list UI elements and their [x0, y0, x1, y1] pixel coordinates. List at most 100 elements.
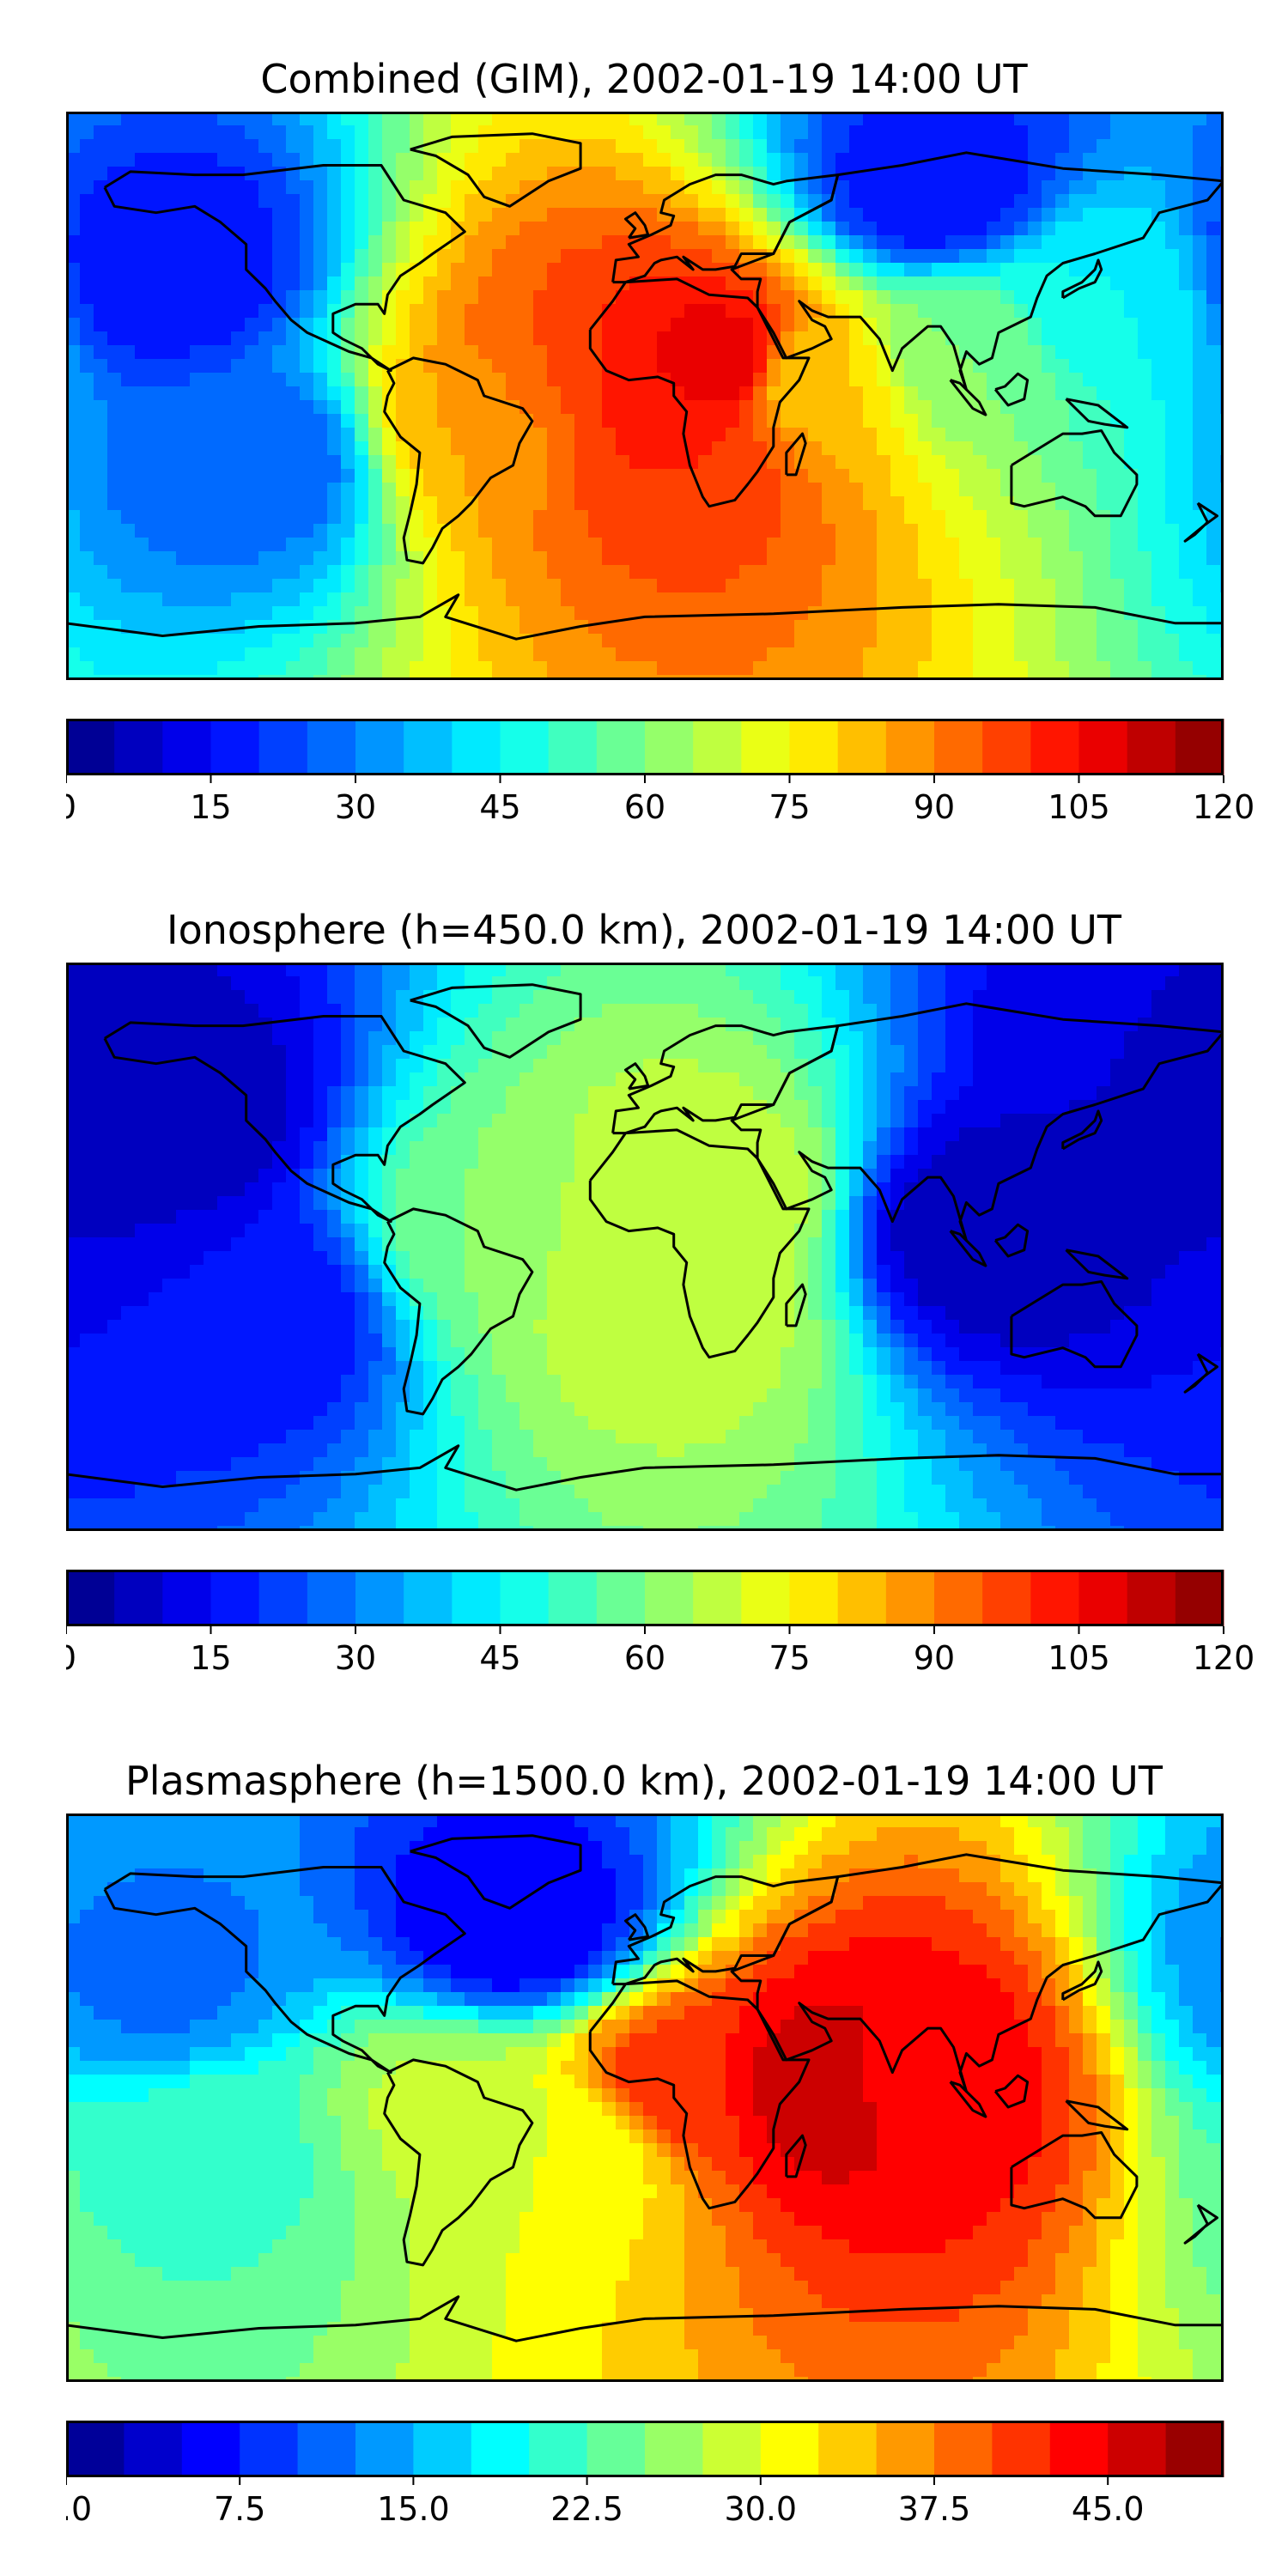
colorbar-level-23	[1175, 1570, 1224, 1626]
colorbar-level-14	[741, 1570, 790, 1626]
colorbar-level-0	[66, 2421, 125, 2477]
colorbar-tick-label-6: 90	[914, 1639, 955, 1677]
colorbar-tick-label-0: 0	[66, 788, 76, 826]
heatmap-plasmasphere	[66, 1814, 1224, 2382]
colorbar-level-14	[876, 2421, 935, 2477]
colorbar-level-21	[1078, 719, 1128, 775]
colorbar-level-5	[355, 2421, 414, 2477]
colorbar-level-7	[404, 1570, 453, 1626]
colorbar-tick-label-0: 0	[66, 1639, 76, 1677]
colorbar-svg-ionosphere: 0 15 30 45 60 75 90 105 120	[66, 1570, 1255, 1677]
heatmap-cells	[66, 963, 1224, 1531]
coastlines	[66, 1834, 1224, 2342]
colorbar-tick-label-4: 60	[624, 1639, 665, 1677]
colorbar-level-15	[934, 2421, 993, 2477]
heatmap-ionosphere	[66, 963, 1224, 1531]
colorbar-level-6	[413, 2421, 472, 2477]
colorbar-combined: 0 15 30 45 60 75 90 105 120	[66, 719, 1268, 839]
colorbar-level-17	[885, 719, 935, 775]
colorbar-frame	[66, 1570, 1224, 1626]
colorbar-tick-label-5: 75	[769, 788, 810, 826]
colorbar-level-7	[471, 2421, 530, 2477]
colorbar-tick-label-0: 0.0	[66, 2490, 92, 2528]
colorbar-level-11	[596, 1570, 646, 1626]
colorbar-level-2	[162, 719, 211, 775]
colorbar-level-15	[789, 719, 839, 775]
colorbar-tick-label-1: 15	[190, 1639, 231, 1677]
colorbar-level-3	[210, 719, 260, 775]
colorbar-tick-label-1: 15	[190, 788, 231, 826]
colorbar-level-19	[982, 719, 1031, 775]
map-combined	[66, 112, 1224, 680]
colorbar-level-11	[596, 719, 646, 775]
colorbar-level-16	[992, 2421, 1051, 2477]
chart-title-plasmasphere: Plasmasphere (h=1500.0 km), 2002-01-19 1…	[125, 1758, 1163, 1804]
colorbar-tick-label-3: 45	[479, 788, 520, 826]
heatmap-combined	[66, 112, 1224, 680]
colorbar-svg-plasmasphere: 0.0 7.5 15.0 22.5 30.0 37.5 45.0	[66, 2421, 1224, 2528]
colorbar-tick-label-6: 90	[914, 788, 955, 826]
colorbar-level-11	[702, 2421, 762, 2477]
colorbar-level-4	[258, 1570, 308, 1626]
chart-title-ionosphere: Ionosphere (h=450.0 km), 2002-01-19 14:0…	[167, 907, 1121, 953]
colorbar-level-17	[1049, 2421, 1109, 2477]
colorbar-level-12	[760, 2421, 819, 2477]
colorbar-level-17	[885, 1570, 935, 1626]
colorbar-svg-combined: 0 15 30 45 60 75 90 105 120	[66, 719, 1255, 826]
colorbar-level-6	[355, 1570, 404, 1626]
colorbar-level-7	[404, 719, 453, 775]
colorbar-level-8	[452, 719, 501, 775]
colorbar-level-1	[114, 719, 163, 775]
colorbar-tick-label-3: 22.5	[550, 2490, 623, 2528]
colorbar-level-3	[240, 2421, 299, 2477]
colorbar-tick-label-4: 30.0	[724, 2490, 797, 2528]
colorbar-level-9	[586, 2421, 646, 2477]
colorbar-tick-label-5: 75	[769, 1639, 810, 1677]
colorbar-level-5	[307, 719, 356, 775]
colorbar-level-18	[934, 1570, 983, 1626]
colorbar-level-13	[818, 2421, 878, 2477]
colorbar-level-13	[693, 1570, 742, 1626]
colorbar-level-16	[837, 1570, 887, 1626]
colorbar-level-1	[114, 1570, 163, 1626]
colorbar-level-6	[355, 719, 404, 775]
colorbar-level-12	[645, 719, 694, 775]
colorbar-level-4	[297, 2421, 356, 2477]
colorbar-ionosphere: 0 15 30 45 60 75 90 105 120	[66, 1570, 1268, 1690]
colorbar-level-10	[548, 1570, 598, 1626]
colorbar-level-15	[789, 1570, 839, 1626]
colorbar-level-4	[258, 719, 308, 775]
colorbar-tick-label-1: 7.5	[214, 2490, 265, 2528]
colorbar-level-18	[1108, 2421, 1167, 2477]
heatmap-cells	[66, 112, 1224, 680]
colorbar-plasmasphere: 0.0 7.5 15.0 22.5 30.0 37.5 45.0	[66, 2421, 1268, 2541]
colorbar-level-16	[837, 719, 887, 775]
colorbar-level-19	[1165, 2421, 1224, 2477]
colorbar-level-2	[162, 1570, 211, 1626]
colorbar-tick-label-5: 37.5	[898, 2490, 971, 2528]
colorbar-level-23	[1175, 719, 1224, 775]
colorbar-tick-label-8: 120	[1193, 1639, 1255, 1677]
colorbar-level-13	[693, 719, 742, 775]
colorbar-level-8	[452, 1570, 501, 1626]
chart-title-combined: Combined (GIM), 2002-01-19 14:00 UT	[260, 56, 1028, 102]
colorbar-level-22	[1127, 1570, 1176, 1626]
colorbar-tick-label-3: 45	[479, 1639, 520, 1677]
colorbar-tick-label-2: 30	[335, 788, 376, 826]
colorbar-tick-label-7: 105	[1048, 788, 1110, 826]
colorbar-level-22	[1127, 719, 1176, 775]
colorbar-level-19	[982, 1570, 1031, 1626]
colorbar-level-20	[1030, 1570, 1079, 1626]
colorbar-level-3	[210, 1570, 260, 1626]
colorbar-level-5	[307, 1570, 356, 1626]
colorbar-level-14	[741, 719, 790, 775]
colorbar-frame	[66, 719, 1224, 775]
colorbar-tick-label-8: 120	[1193, 788, 1255, 826]
colorbar-tick-label-4: 60	[624, 788, 665, 826]
colorbar-level-18	[934, 719, 983, 775]
colorbar-tick-label-2: 30	[335, 1639, 376, 1677]
coastlines	[66, 983, 1224, 1492]
colorbar-tick-label-7: 105	[1048, 1639, 1110, 1677]
map-plasmasphere	[66, 1814, 1224, 2382]
map-ionosphere	[66, 963, 1224, 1531]
